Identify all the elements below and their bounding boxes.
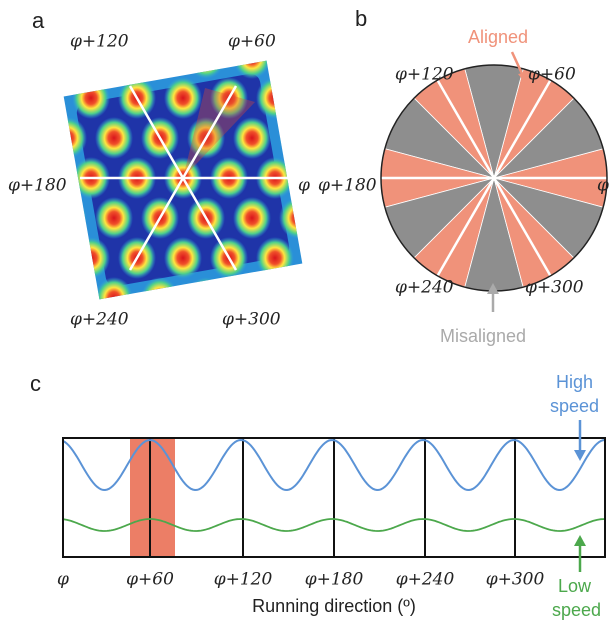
misaligned-arrowhead <box>487 283 499 294</box>
dividers <box>149 438 516 557</box>
high-speed-arrowhead <box>574 450 586 461</box>
field-blob <box>63 117 87 159</box>
panel-label: c <box>30 371 41 396</box>
high-speed-label: High <box>556 372 593 392</box>
wheel-axis <box>436 79 552 277</box>
low-speed-label: Low <box>558 576 592 596</box>
field-blob <box>72 77 110 119</box>
field-blob <box>279 277 303 300</box>
field-blob <box>63 237 64 279</box>
aligned-arrowhead <box>518 72 528 84</box>
field-blob <box>63 77 64 119</box>
x-tick-label: φ+240 <box>396 570 455 590</box>
field-blob <box>164 77 202 119</box>
direction-label: φ+60 <box>228 32 276 52</box>
direction-label: φ+300 <box>222 310 281 330</box>
field-blob <box>187 60 225 79</box>
field-blob <box>164 237 202 279</box>
misaligned-label: Misaligned <box>440 326 526 346</box>
direction-label: φ+60 <box>528 65 576 85</box>
field-blob <box>279 60 303 79</box>
low-speed-curve <box>62 518 606 532</box>
direction-label: φ+180 <box>318 176 377 196</box>
field-blob <box>141 277 179 300</box>
field-blob <box>187 277 225 300</box>
aligned-label: Aligned <box>468 27 528 47</box>
field-blob <box>63 197 87 239</box>
field-blob <box>233 117 271 159</box>
field-blob <box>233 197 271 239</box>
field-blob <box>302 237 303 279</box>
high-speed-curve <box>62 438 606 492</box>
field-blob <box>279 117 303 159</box>
x-tick-label: φ+60 <box>126 570 174 590</box>
direction-label: φ+240 <box>70 310 129 330</box>
high-speed-label: speed <box>550 396 599 416</box>
direction-label: φ+180 <box>8 176 67 196</box>
field-blob <box>256 237 294 279</box>
direction-label: φ+120 <box>70 32 129 52</box>
field-blob <box>95 197 133 239</box>
direction-label: φ+300 <box>525 278 584 298</box>
x-tick-label: φ <box>57 570 69 590</box>
plot-frame <box>62 437 606 558</box>
axis-lines <box>80 85 290 271</box>
direction-label: φ+240 <box>395 278 454 298</box>
x-tick-label: φ+120 <box>214 570 273 590</box>
direction-label: φ <box>298 176 310 196</box>
direction-label: φ+120 <box>395 65 454 85</box>
field-blob <box>256 77 294 119</box>
field-blob <box>302 77 303 119</box>
low-speed-label: speed <box>552 600 601 620</box>
field-blob <box>279 197 303 239</box>
direction-label: φ <box>597 176 609 196</box>
field-blob <box>95 117 133 159</box>
panel-label: b <box>355 6 367 31</box>
panel-label: a <box>32 8 45 33</box>
field-blob <box>72 237 110 279</box>
x-tick-label: φ+300 <box>486 570 545 590</box>
x-axis-label: Running direction (º) <box>252 596 416 616</box>
direction-wheel <box>380 64 608 292</box>
field-blob <box>141 60 179 79</box>
field-blob <box>233 60 271 79</box>
low-speed-arrowhead <box>574 535 586 546</box>
x-tick-label: φ+180 <box>305 570 364 590</box>
